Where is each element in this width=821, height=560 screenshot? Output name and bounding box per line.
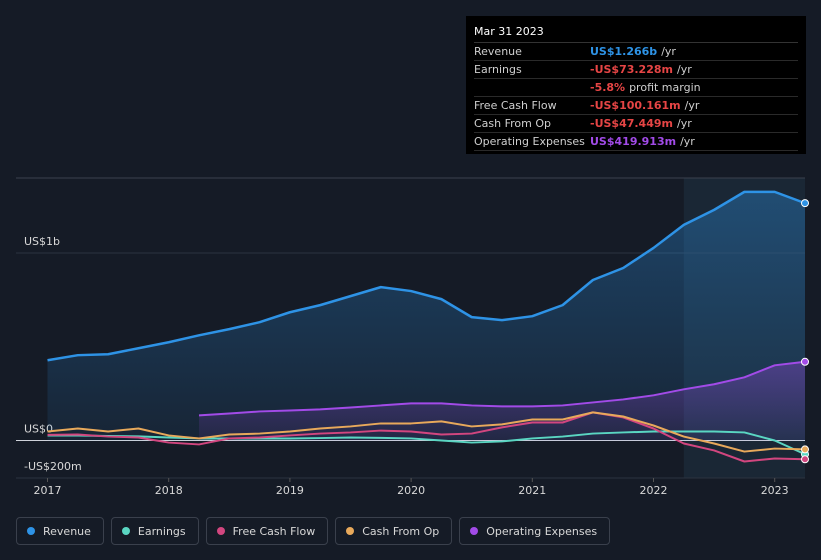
x-tick-label: 2019 [276,484,304,497]
y-tick-label: -US$200m [24,460,82,473]
legend-item[interactable]: Operating Expenses [459,517,611,545]
chart: US$1b US$0 -US$200m 2017 2018 2019 2020 2021 202… [16,177,809,497]
area [47,191,805,441]
legend-label: Cash From Op [362,524,440,538]
tooltip-unit: /yr [676,63,692,76]
legend-item[interactable]: Free Cash Flow [205,517,329,545]
x-tick-label: 2021 [518,484,546,497]
series-line [47,430,806,456]
tooltip-value: -US$47.449m [590,117,673,130]
series-line [47,411,806,463]
area [199,361,805,441]
tooltip-value: US$419.913m [590,135,677,148]
tooltip: Mar 31 2023 Revenue US$1.266b/yr Earnings -… [466,16,806,154]
series-line [198,360,806,417]
legend-dot [346,527,355,535]
tooltip-unit: /yr [684,99,700,112]
x-tick-label: 2023 [761,484,789,497]
end-dot [801,357,809,366]
tooltip-margin-text: profit margin [629,81,701,94]
legend-item[interactable]: Earnings [110,517,199,545]
y-tick-label: US$0 [24,423,53,436]
legend-item[interactable]: Cash From Op [335,517,453,545]
legend-label: Revenue [43,524,91,538]
tooltip-spacer [474,79,590,96]
y-tick-label: US$1b [24,235,60,248]
tooltip-label: Cash From Op [474,117,552,130]
end-dot [801,445,809,454]
tooltip-value: -US$100.161m [590,99,681,112]
tooltip-label: Earnings [474,63,522,76]
end-dot [801,455,809,464]
series-line [47,190,806,362]
tooltip-row: Revenue US$1.266b/yr [474,43,798,61]
x-tick-label: 2017 [34,484,62,497]
tooltip-row: Cash From Op -US$47.449m/yr [474,115,798,133]
x-tick-label: 2018 [155,484,183,497]
legend: Revenue Earnings Free Cash Flow Cash From O… [16,517,611,545]
tooltip-label: Free Cash Flow [474,99,557,112]
series-line [47,411,806,453]
legend-label: Earnings [137,524,186,538]
tooltip-margin: -5.8% [590,81,626,94]
tooltip-label: Operating Expenses [474,135,585,148]
legend-label: Operating Expenses [486,524,598,538]
legend-dot [216,527,225,535]
tooltip-unit: /yr [680,135,695,148]
tooltip-row: Operating Expenses US$419.913m/yr [474,133,798,151]
x-tick-label: 2022 [640,484,668,497]
legend-label: Free Cash Flow [232,524,316,538]
x-tick-label: 2020 [397,484,425,497]
legend-item[interactable]: Revenue [16,517,104,545]
tooltip-value: -US$73.228m [590,63,673,76]
tooltip-value: US$1.266b [590,45,658,58]
tooltip-row: Earnings -US$73.228m/yr [474,61,798,79]
legend-dot [121,527,130,535]
legend-dot [470,527,479,535]
end-dot [801,199,809,208]
tooltip-row: Free Cash Flow -US$100.161m/yr [474,97,798,115]
tooltip-row: -5.8% profit margin [474,79,798,97]
tooltip-unit: /yr [661,45,676,58]
tooltip-label: Revenue [474,45,522,58]
tooltip-unit: /yr [676,117,692,130]
tooltip-date: Mar 31 2023 [474,22,798,43]
legend-dot [27,527,35,535]
